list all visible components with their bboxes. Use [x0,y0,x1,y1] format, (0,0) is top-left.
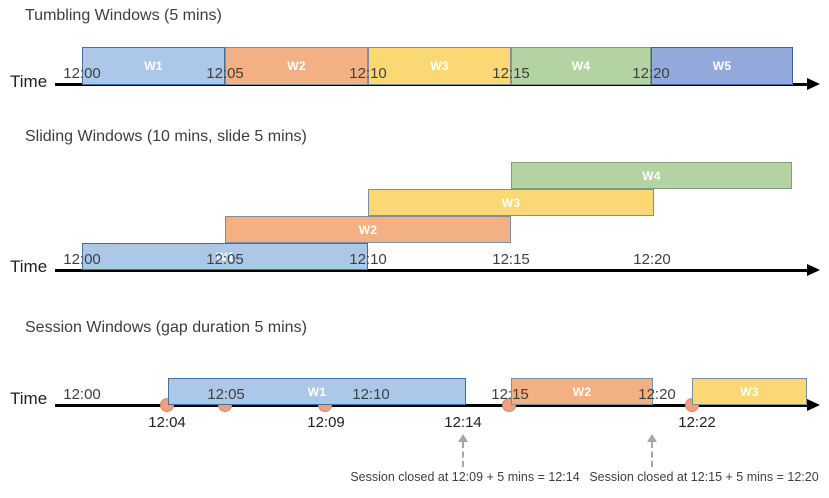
session-w3-window-label: W3 [740,384,759,399]
sliding-tick-12-10: 12:10 [349,251,387,268]
session-callout-arrow-icon [458,434,468,442]
session-tick-12-05: 12:05 [207,386,245,403]
tumbling-tick-12-00: 12:00 [63,65,101,82]
sliding-w2-window-label: W2 [358,222,378,237]
tumbling-w1-window-label: W1 [144,59,163,73]
sliding-tick-12-20: 12:20 [633,251,671,268]
session-w1-window-bar: W1 [168,378,466,405]
sliding-title: Sliding Windows (10 mins, slide 5 mins) [25,128,307,145]
session-callout-text-1: Session closed at 12:09 + 5 mins = 12:14 [350,470,580,484]
session-w2-window-label: W2 [572,384,592,399]
session-time-axis-label: Time [10,389,48,408]
tumbling-timeline-arrow-icon [807,78,820,90]
session-tick-12-20: 12:20 [638,386,676,403]
tumbling-w3-window-label: W3 [430,59,449,73]
session-tick-12-10: 12:10 [352,386,390,403]
tumbling-w4-window-bar: W4 [511,47,651,85]
session-w1-window-label: W1 [307,384,327,399]
tumbling-w5-window-label: W5 [712,59,732,73]
sliding-tick-12-15: 12:15 [492,251,530,268]
sliding-tick-12-00: 12:00 [63,251,101,268]
tumbling-w3-window-bar: W3 [368,47,511,85]
session-event-time-12-04: 12:04 [148,414,186,431]
session-callout-arrow-icon [647,434,657,442]
session-callout-text-2: Session closed at 12:15 + 5 mins = 12:20 [589,470,819,484]
tumbling-w5-window-bar: W5 [651,47,793,85]
session-callout-dashed-line [462,442,464,467]
session-event-time-12-14: 12:14 [444,414,482,431]
session-tick-12-00: 12:00 [63,386,101,403]
session-title: Session Windows (gap duration 5 mins) [25,319,307,336]
session-timeline-arrow-icon [807,399,820,411]
session-w2-window-bar: W2 [511,378,653,405]
sliding-w1-window-label: W1 [215,249,235,264]
tumbling-tick-12-10: 12:10 [349,65,387,82]
sliding-w2-window-bar: W2 [225,216,511,243]
sliding-w4-window-label: W4 [642,168,661,183]
tumbling-tick-12-05: 12:05 [206,65,244,82]
sliding-w3-window-bar: W3 [368,189,654,216]
sliding-w3-window-label: W3 [501,195,521,210]
tumbling-tick-12-15: 12:15 [492,65,530,82]
sliding-w4-window-bar: W4 [511,162,792,189]
tumbling-tick-12-20: 12:20 [632,65,670,82]
sliding-timeline-arrow-icon [807,264,820,276]
sliding-timeline [55,269,808,272]
tumbling-w1-window-bar: W1 [82,47,225,85]
session-callout-dashed-line [651,442,653,467]
session-event-time-12-09: 12:09 [307,414,345,431]
tumbling-w2-window-bar: W2 [225,47,368,85]
tumbling-w2-window-label: W2 [287,59,306,73]
session-event-time-12-22: 12:22 [678,414,716,431]
session-w3-window-bar: W3 [692,378,807,405]
tumbling-title: Tumbling Windows (5 mins) [25,7,222,24]
session-tick-12-15: 12:15 [491,386,529,403]
tumbling-w4-window-label: W4 [571,59,591,73]
session-timeline [55,404,808,407]
tumbling-time-axis-label: Time [10,72,48,91]
sliding-w1-window-bar: W1 [82,243,368,270]
sliding-tick-12-05: 12:05 [206,251,244,268]
sliding-time-axis-label: Time [10,257,48,276]
